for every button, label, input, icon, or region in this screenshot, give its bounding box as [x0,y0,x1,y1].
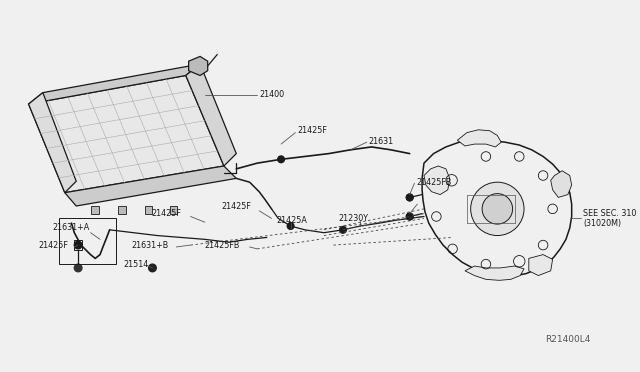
Text: 21425F: 21425F [152,209,182,218]
Text: 21425FB: 21425FB [205,241,240,250]
Polygon shape [424,166,450,195]
Circle shape [406,194,413,201]
Text: 21631: 21631 [369,137,394,146]
Circle shape [470,182,524,235]
Circle shape [340,227,346,233]
Polygon shape [118,206,126,214]
Polygon shape [29,76,224,193]
Text: 21425A: 21425A [276,216,307,225]
Text: 21425F: 21425F [221,202,252,211]
Circle shape [148,264,156,272]
Text: 21631+A: 21631+A [52,224,90,232]
Text: SEE SEC. 310: SEE SEC. 310 [583,209,637,218]
Circle shape [278,156,284,163]
Circle shape [406,213,413,220]
Polygon shape [550,171,572,198]
Circle shape [406,213,413,220]
Polygon shape [170,206,177,214]
Circle shape [287,223,294,230]
Polygon shape [29,64,200,104]
Polygon shape [458,130,501,147]
Text: R21400L4: R21400L4 [545,335,591,344]
Text: 21425F: 21425F [38,241,68,250]
Polygon shape [186,64,236,166]
Text: 21514: 21514 [124,260,149,269]
Text: 21425FB: 21425FB [417,178,452,187]
Polygon shape [529,254,552,276]
Circle shape [482,193,513,224]
Polygon shape [65,166,236,206]
Polygon shape [422,140,572,276]
Circle shape [74,241,82,249]
Text: 21425F: 21425F [297,126,327,135]
Text: (31020M): (31020M) [583,219,621,228]
Text: 21400: 21400 [259,90,284,99]
Polygon shape [145,206,152,214]
Text: 21631+B: 21631+B [131,241,169,250]
Circle shape [74,264,82,272]
Polygon shape [189,57,208,76]
Polygon shape [465,266,524,280]
Text: 21230Y: 21230Y [339,214,368,223]
Circle shape [406,194,413,201]
Polygon shape [92,206,99,214]
Polygon shape [29,93,76,193]
